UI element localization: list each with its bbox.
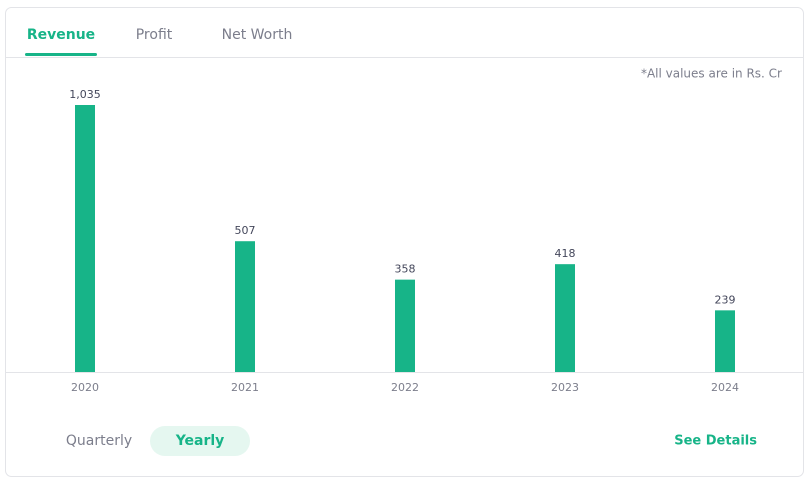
toggle-pill[interactable] bbox=[150, 426, 250, 456]
toggle-option[interactable]: Quarterly bbox=[66, 433, 132, 449]
bar bbox=[395, 279, 415, 372]
x-tick-label: 2022 bbox=[391, 381, 419, 394]
x-tick-label: 2023 bbox=[551, 381, 579, 394]
bar bbox=[235, 241, 255, 372]
tab[interactable]: Revenue bbox=[27, 27, 95, 43]
value-label: 1,035 bbox=[69, 88, 101, 101]
x-tick-label: 2024 bbox=[711, 381, 739, 394]
bar bbox=[555, 264, 575, 372]
see-details-link[interactable]: See Details bbox=[674, 434, 757, 449]
bar bbox=[75, 105, 95, 372]
note: *All values are in Rs. Cr bbox=[641, 67, 782, 81]
bar bbox=[715, 310, 735, 372]
card-border bbox=[5, 7, 804, 477]
value-label: 507 bbox=[235, 224, 256, 237]
tab[interactable]: Profit bbox=[136, 27, 173, 43]
x-tick-label: 2020 bbox=[71, 381, 99, 394]
x-tick-label: 2021 bbox=[231, 381, 259, 394]
tab-underline bbox=[25, 53, 97, 56]
toggle-option[interactable]: Yearly bbox=[175, 433, 225, 449]
tab[interactable]: Net Worth bbox=[222, 27, 293, 43]
value-label: 418 bbox=[555, 247, 576, 260]
value-label: 358 bbox=[395, 263, 416, 276]
value-label: 239 bbox=[715, 293, 736, 306]
